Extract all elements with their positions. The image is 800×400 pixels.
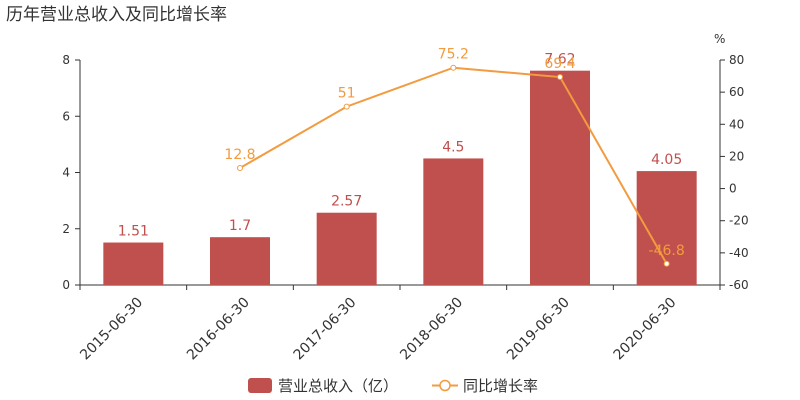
y-right-tick-label: 80 — [729, 53, 744, 67]
legend-line-marker — [439, 379, 451, 392]
bar-value-label: 1.51 — [118, 224, 149, 240]
chart-title: 历年营业总收入及同比增长率 — [6, 5, 227, 25]
line-point — [343, 103, 350, 110]
x-tick-label: 2015-06-30 — [77, 295, 146, 364]
bar — [423, 158, 484, 285]
y-right-tick-label: -60 — [729, 278, 749, 292]
line-point — [450, 64, 457, 71]
line-value-label: 51 — [338, 86, 356, 102]
y-right-tick-label: 0 — [729, 182, 737, 196]
y-right-tick-label: 60 — [729, 85, 744, 99]
bar-value-label: 2.57 — [331, 194, 362, 210]
y-right-tick-label: 40 — [729, 117, 744, 131]
y-left-tick-label: 2 — [62, 222, 70, 236]
bar-series — [103, 70, 697, 285]
bar-value-label: 4.5 — [442, 139, 464, 155]
x-tick-label: 2017-06-30 — [291, 295, 360, 364]
line-value-label: -46.8 — [649, 243, 685, 259]
x-tick-label: 2018-06-30 — [397, 295, 466, 364]
bar-value-label: 7.62 — [544, 52, 575, 68]
bar — [316, 212, 377, 285]
legend-line-label: 同比增长率 — [463, 377, 538, 395]
y-right-tick-label: 20 — [729, 149, 744, 163]
y-left-tick-label: 0 — [62, 278, 70, 292]
bar-value-label: 1.7 — [229, 218, 251, 234]
y-left-tick-label: 4 — [62, 166, 70, 180]
y-left-tick-label: 6 — [62, 109, 70, 123]
y-right-unit: % — [714, 32, 725, 46]
line-value-label: 69.4 — [544, 56, 575, 72]
legend-bar-label: 营业总收入（亿） — [278, 377, 398, 395]
bar — [103, 242, 164, 285]
x-tick-label: 2016-06-30 — [184, 295, 253, 364]
line-point — [557, 74, 563, 81]
line-point — [237, 165, 243, 171]
bar — [210, 237, 270, 285]
legend-bar-swatch — [248, 378, 272, 393]
x-tick-label: 2020-06-30 — [611, 295, 680, 364]
line-value-label: 12.8 — [224, 147, 255, 163]
bar — [530, 70, 590, 285]
x-tick-label: 2019-06-30 — [504, 295, 573, 364]
data-labels: 1.51 1.7 2.57 4.5 7.62 4.05 12.8 51 75.2 69.4 -46.… — [118, 47, 685, 259]
y-right-tick-label: -20 — [729, 214, 749, 228]
y-right-tick-label: -40 — [729, 246, 749, 260]
y-left-tick-label: 8 — [62, 53, 70, 67]
line-series — [237, 64, 670, 267]
bar-value-label: 4.05 — [651, 152, 682, 168]
line-value-label: 75.2 — [438, 47, 469, 63]
legend[interactable]: 营业总收入（亿） 同比增长率 — [248, 377, 538, 395]
line-point — [663, 260, 670, 267]
